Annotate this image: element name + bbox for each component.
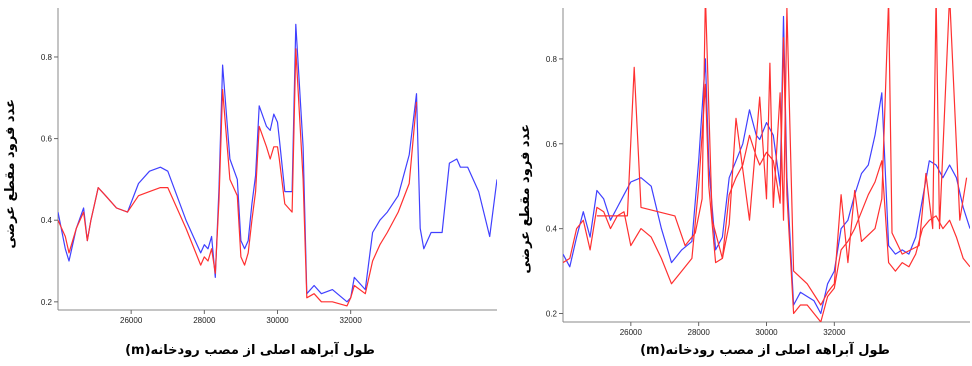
- x-axis-label: طول آبراهه اصلی از مصب رودخانه(m): [125, 343, 375, 358]
- x-tick-label: 32000: [823, 328, 846, 337]
- series-line-0: [58, 23, 497, 303]
- froude-chart-right: 0.2 0.4 0.6 0.8 26000 28000 30000 32000: [546, 8, 970, 337]
- y-tick-label: 0.2: [546, 310, 558, 319]
- y-tick-label: 0.8: [41, 53, 53, 62]
- froude-chart-left: 0.2 0.4 0.6 0.8 26000 28000 30000 32000: [41, 8, 497, 325]
- x-tick-label: 28000: [688, 328, 711, 337]
- y-tick-label: 0.8: [546, 55, 558, 64]
- y-tick-label: 0.4: [546, 225, 558, 234]
- y-axis-label: عدد فرود مقطع عرضی: [3, 99, 18, 249]
- x-tick-label: 30000: [755, 328, 778, 337]
- x-tick-label: 26000: [120, 316, 143, 325]
- series-line-0: [563, 15, 970, 315]
- x-axis-label: طول آبراهه اصلی از مصب رودخانه(m): [640, 343, 890, 358]
- series-line-1: [58, 48, 418, 307]
- x-tick-label: 32000: [340, 316, 363, 325]
- series-line-2: [596, 8, 968, 306]
- x-tick-label: 28000: [193, 316, 216, 325]
- chart-panel-left: 0.2 0.4 0.6 0.8 26000 28000 30000 32000 عدد فرو…: [3, 8, 497, 358]
- y-tick-label: 0.6: [41, 135, 53, 144]
- y-axis-label: عدد فرود مقطع عرضی: [518, 124, 533, 274]
- x-tick-label: 30000: [266, 316, 289, 325]
- y-tick-label: 0.2: [41, 298, 53, 307]
- series-line-1: [563, 37, 970, 322]
- y-tick-label: 0.4: [41, 216, 53, 225]
- y-tick-label: 0.6: [546, 140, 558, 149]
- x-tick-label: 26000: [620, 328, 643, 337]
- chart-panel-right: 0.2 0.4 0.6 0.8 26000 28000 30000 32000 عدد فرو…: [515, 0, 972, 366]
